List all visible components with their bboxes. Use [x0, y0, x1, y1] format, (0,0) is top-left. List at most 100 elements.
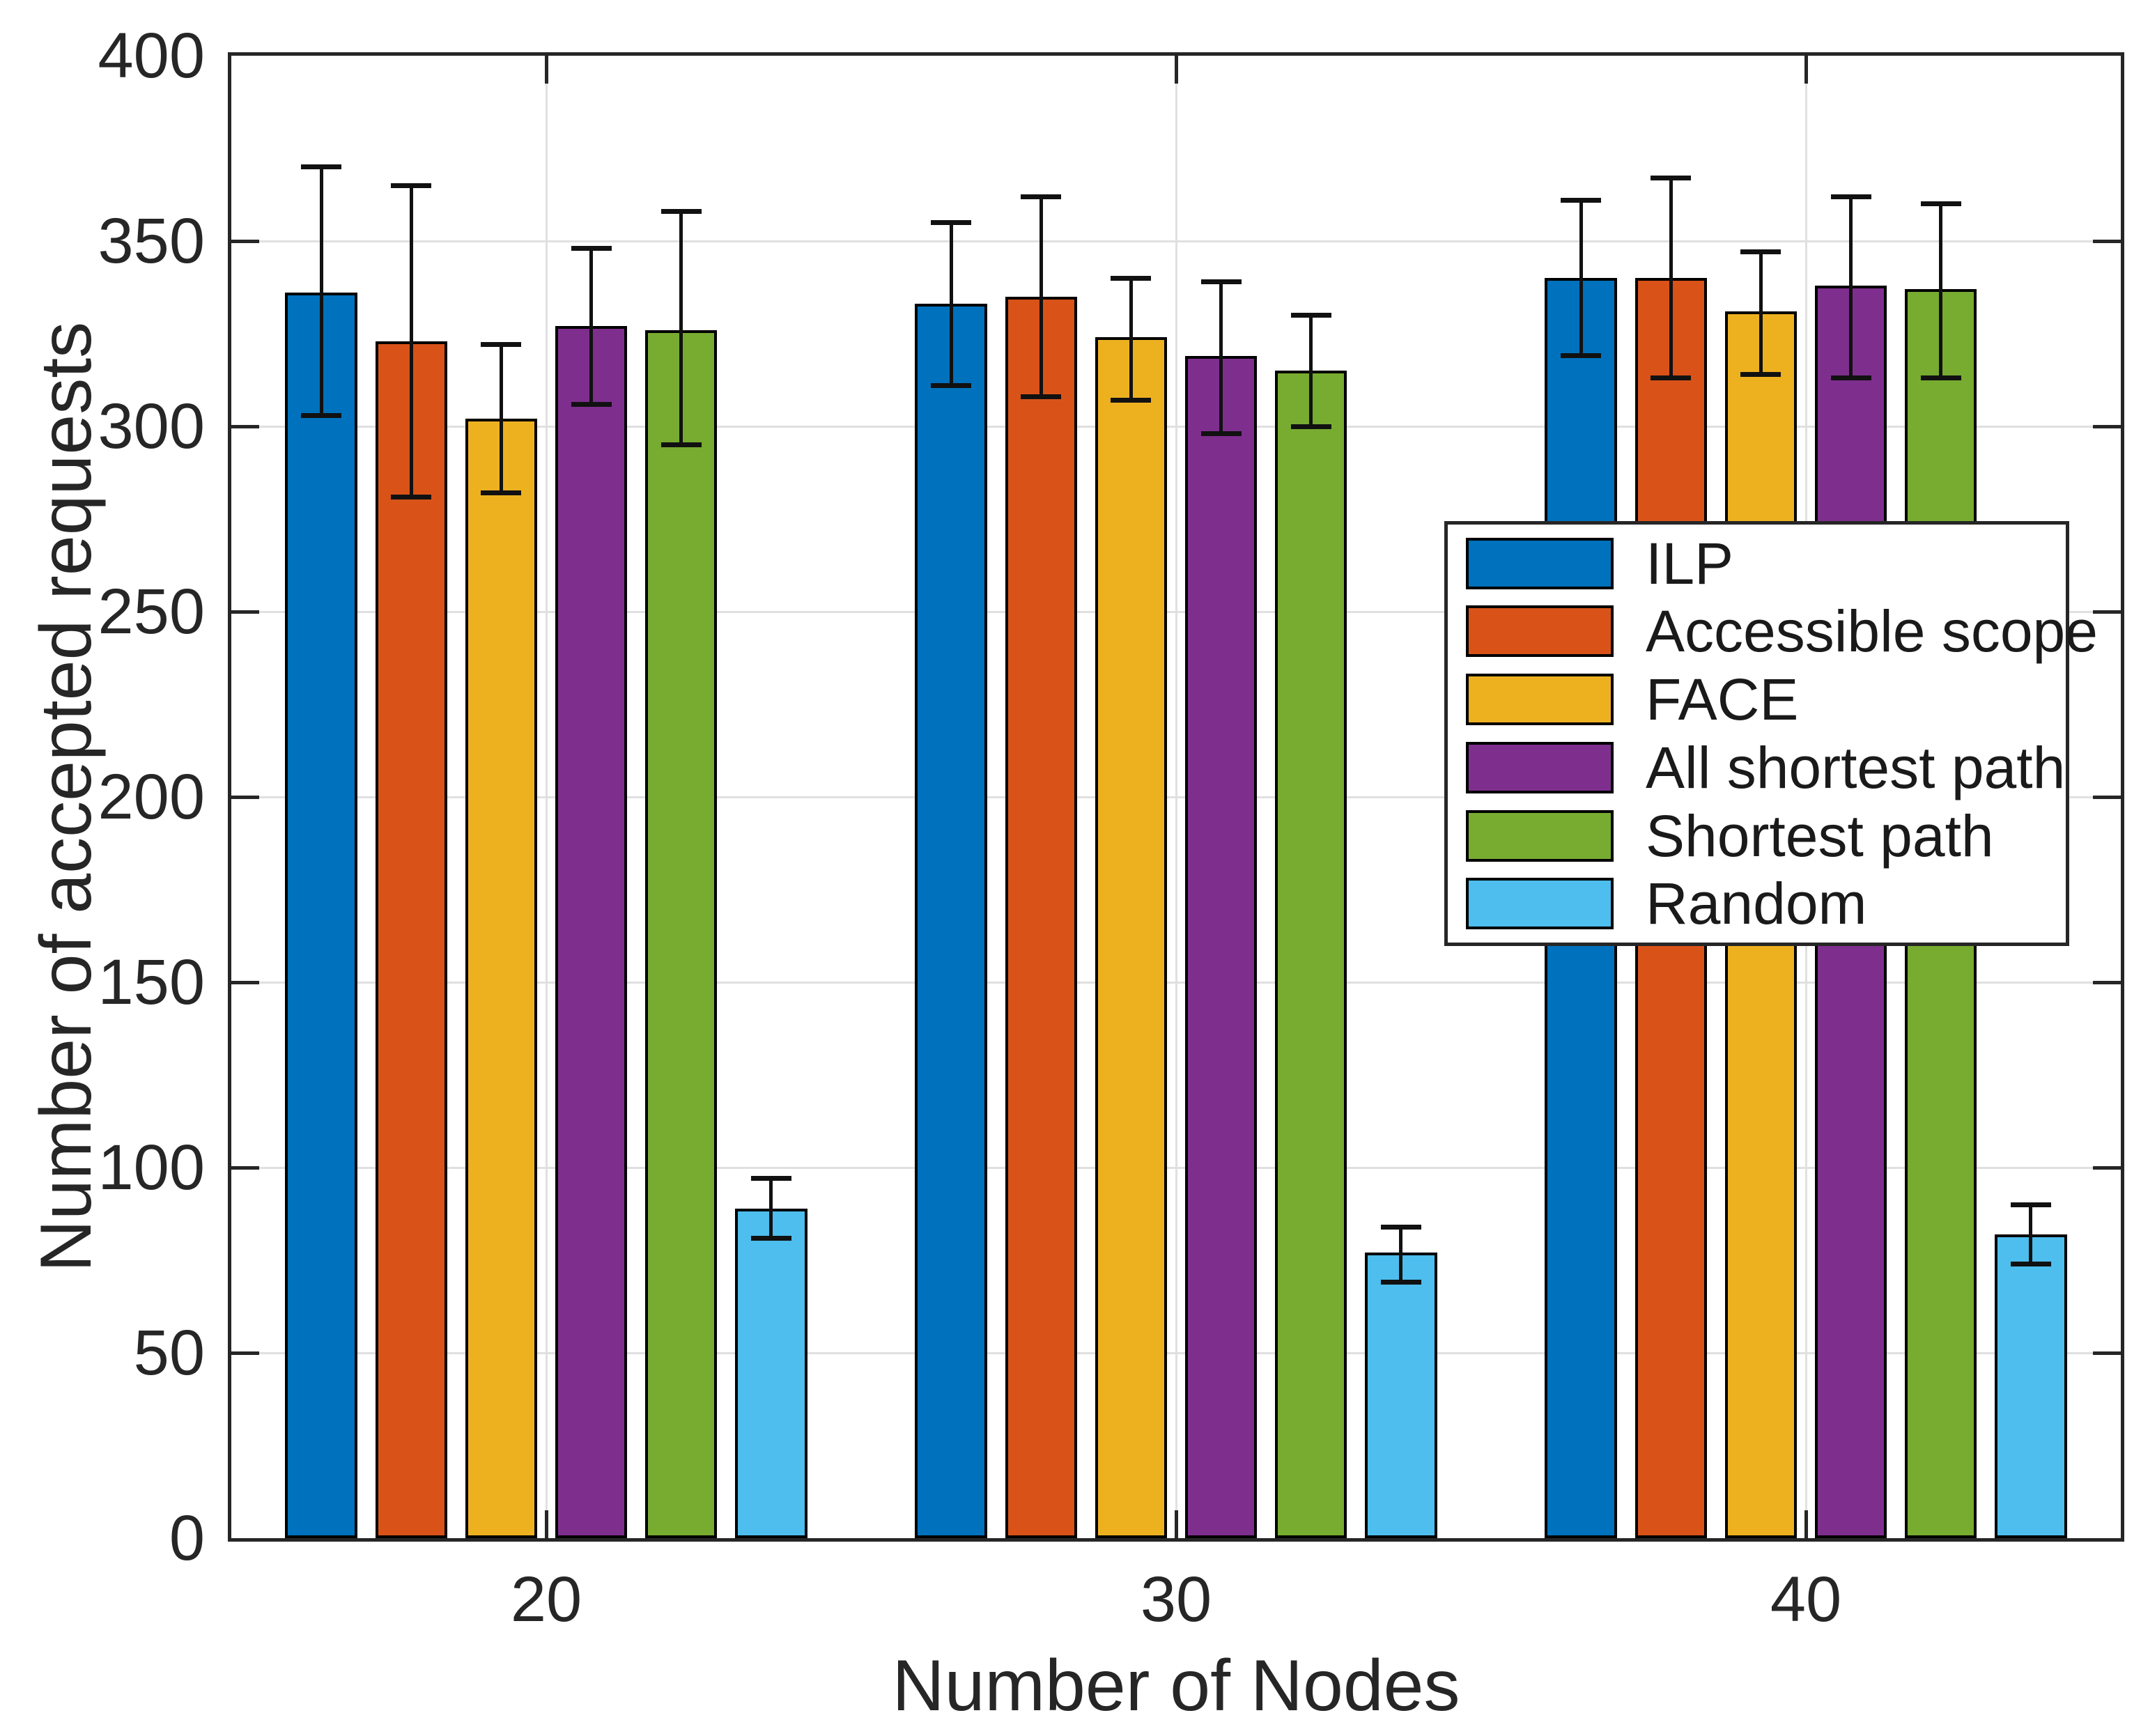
x-tick-mark-top	[1804, 56, 1808, 84]
bar-accessible-scope	[1005, 296, 1077, 1538]
bar-all-shortest-path	[555, 326, 628, 1538]
bar-ilp	[285, 293, 357, 1538]
error-bar	[679, 211, 683, 445]
error-bar-cap-bottom	[1561, 353, 1602, 359]
y-tick-label: 50	[133, 1317, 205, 1388]
error-bar-cap-bottom	[1830, 375, 1871, 381]
bar-random	[735, 1208, 807, 1538]
legend-entry: Random	[1466, 874, 2066, 933]
error-bar	[769, 1178, 773, 1239]
y-tick-mark-left	[231, 980, 259, 984]
bar-face	[465, 419, 538, 1538]
error-bar-cap-bottom	[750, 1235, 791, 1241]
error-bar-cap-bottom	[301, 412, 342, 418]
x-tick-mark-bottom	[1174, 1510, 1178, 1538]
error-bar-cap-top	[1380, 1224, 1421, 1230]
error-bar	[319, 166, 323, 416]
error-bar-cap-bottom	[2010, 1261, 2051, 1266]
error-bar-cap-top	[481, 342, 522, 348]
error-bar	[1399, 1227, 1403, 1282]
x-tick-mark-bottom	[1804, 1510, 1808, 1538]
error-bar	[499, 344, 503, 493]
x-tick-mark-bottom	[544, 1510, 548, 1538]
error-bar-cap-top	[301, 164, 342, 170]
y-tick-label: 200	[98, 761, 206, 832]
error-bar	[1669, 178, 1673, 378]
y-tick-label: 250	[98, 576, 206, 647]
error-bar-cap-top	[391, 183, 432, 188]
legend: ILP Accessible scope FACE All shortest path…	[1444, 521, 2098, 946]
error-bar	[2029, 1204, 2033, 1264]
legend-swatch-ilp	[1466, 537, 1614, 589]
error-bar	[1759, 251, 1763, 375]
bar-all-shortest-path	[1184, 355, 1258, 1538]
error-bar-cap-top	[750, 1176, 791, 1181]
error-bar-cap-top	[1920, 201, 1961, 207]
legend-label: ILP	[1646, 530, 1734, 596]
error-bar	[1939, 203, 1943, 378]
legend-entry: Accessible scope	[1466, 602, 2098, 660]
y-tick-mark-left	[231, 795, 259, 799]
y-tick-mark-left	[231, 239, 259, 243]
error-bar-cap-top	[1830, 194, 1871, 199]
y-tick-label: 150	[98, 947, 206, 1018]
legend-label: All shortest path	[1646, 734, 2066, 800]
error-bar-cap-top	[2010, 1202, 2051, 1207]
error-bar-cap-top	[1651, 176, 1692, 181]
y-tick-mark-right	[2093, 424, 2121, 428]
y-tick-mark-right	[2093, 795, 2121, 799]
error-bar-cap-top	[931, 219, 972, 225]
error-bar-cap-bottom	[391, 494, 432, 499]
y-tick-mark-left	[231, 1165, 259, 1170]
error-bar-cap-bottom	[481, 490, 522, 496]
legend-swatch-face	[1466, 674, 1614, 726]
x-tick-label: 40	[1770, 1564, 1842, 1635]
y-tick-mark-right	[2093, 1165, 2121, 1170]
legend-label: Accessible scope	[1646, 598, 2098, 665]
legend-label: Random	[1646, 871, 1867, 937]
error-bar	[1849, 196, 1853, 378]
error-bar	[1219, 281, 1223, 434]
error-bar-cap-bottom	[1920, 375, 1961, 381]
x-tick-mark-top	[1174, 56, 1178, 84]
bar-shortest-path	[1275, 371, 1347, 1538]
legend-entry: ILP	[1466, 534, 2066, 593]
error-bar-cap-bottom	[1651, 375, 1692, 381]
error-bar-cap-top	[1111, 275, 1152, 281]
error-bar-cap-top	[1200, 279, 1242, 285]
legend-swatch-shortest-path	[1466, 809, 1614, 862]
error-bar-cap-top	[1740, 249, 1781, 255]
legend-entry: FACE	[1466, 670, 2066, 729]
error-bar-cap-top	[1561, 197, 1602, 203]
error-bar-cap-top	[571, 246, 612, 251]
error-bar	[949, 222, 953, 386]
y-tick-label: 300	[98, 391, 206, 462]
error-bar-cap-bottom	[1380, 1280, 1421, 1285]
bar-accessible-scope	[375, 341, 447, 1538]
error-bar-cap-bottom	[660, 442, 702, 448]
error-bar-cap-top	[1021, 194, 1062, 199]
error-bar-cap-bottom	[1200, 431, 1242, 437]
y-tick-mark-right	[2093, 610, 2121, 614]
x-gridline	[1175, 56, 1177, 1538]
y-tick-mark-right	[2093, 980, 2121, 984]
error-bar-cap-bottom	[1740, 372, 1781, 378]
legend-swatch-accessible-scope	[1466, 605, 1614, 658]
error-bar-cap-bottom	[931, 382, 972, 388]
legend-label: Shortest path	[1646, 803, 1994, 869]
y-tick-mark-right	[2093, 239, 2121, 243]
y-tick-mark-left	[231, 1351, 259, 1355]
x-tick-mark-top	[544, 56, 548, 84]
y-tick-mark-left	[231, 424, 259, 428]
x-tick-label: 30	[1140, 1564, 1212, 1635]
x-gridline	[545, 56, 548, 1538]
bar-face	[1095, 337, 1168, 1538]
error-bar	[1039, 196, 1043, 397]
legend-entry: All shortest path	[1466, 738, 2066, 797]
error-bar-cap-bottom	[1111, 398, 1152, 403]
error-bar-cap-top	[1290, 312, 1331, 318]
y-tick-label: 350	[98, 206, 206, 277]
error-bar-cap-bottom	[571, 401, 612, 407]
x-axis-label: Number of Nodes	[892, 1645, 1460, 1726]
